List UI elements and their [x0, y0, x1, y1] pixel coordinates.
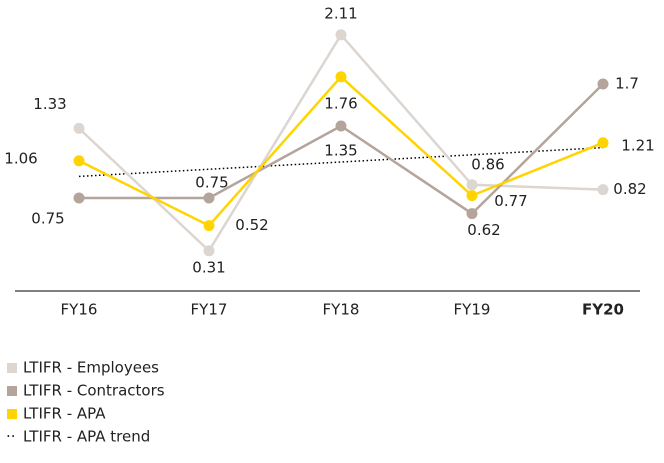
x-tick-label: FY17 — [191, 301, 228, 319]
point — [335, 29, 347, 41]
data-label: 1.06 — [4, 149, 37, 167]
data-label: 1.35 — [324, 142, 357, 160]
data-label: 0.86 — [471, 155, 504, 173]
point — [335, 71, 347, 83]
point — [73, 122, 85, 134]
legend-swatch — [7, 409, 17, 419]
point — [597, 78, 609, 90]
legend-label: LTIFR - Employees — [23, 359, 159, 377]
legend-label: LTIFR - APA — [23, 405, 106, 423]
point — [597, 137, 609, 149]
legend-label: LTIFR - APA trend — [23, 428, 150, 446]
data-label: 0.31 — [192, 258, 225, 276]
point — [466, 190, 478, 202]
data-label: 0.62 — [467, 221, 500, 239]
point — [203, 192, 215, 204]
legend-swatch — [7, 363, 17, 373]
point — [203, 245, 215, 257]
data-label: 1.33 — [33, 95, 66, 113]
data-label: 1.76 — [324, 94, 357, 112]
data-label: 1.21 — [621, 136, 654, 154]
legend-swatch — [7, 386, 17, 396]
data-label: 0.82 — [613, 180, 646, 198]
point — [73, 155, 85, 167]
x-tick-label: FY16 — [61, 301, 98, 319]
data-label: 1.7 — [615, 75, 639, 93]
legend-label: LTIFR - Contractors — [23, 382, 165, 400]
trend-line — [78, 146, 604, 178]
data-label: 2.11 — [324, 4, 357, 22]
point — [466, 179, 478, 191]
point — [597, 184, 609, 196]
point — [466, 208, 478, 220]
legend-marker: ·· — [6, 428, 16, 446]
data-label: 0.77 — [494, 192, 527, 210]
point — [73, 192, 85, 204]
data-label: 0.75 — [195, 174, 228, 192]
point — [203, 220, 215, 232]
x-tick-label: FY19 — [454, 301, 491, 319]
data-label: 0.52 — [235, 216, 268, 234]
data-label: 0.75 — [31, 210, 64, 228]
x-tick-label: FY18 — [323, 301, 360, 319]
x-tick-label: FY20 — [582, 301, 624, 319]
point — [335, 120, 347, 132]
